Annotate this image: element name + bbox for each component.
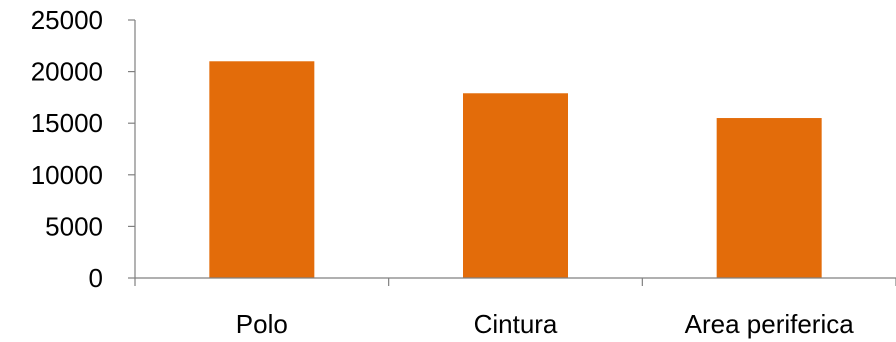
x-tick-label: Area periferica [685, 309, 855, 339]
x-axis-labels: Polo Cintura Area periferica [134, 278, 896, 339]
y-tick-label: 20000 [31, 57, 103, 87]
y-tick-label: 15000 [31, 108, 103, 138]
bar-cintura [463, 93, 568, 278]
x-tick-label: Cintura [474, 309, 558, 339]
bar-polo [209, 61, 315, 278]
bar-area-periferica [716, 118, 822, 278]
bars [209, 61, 822, 278]
y-tick-label: 0 [89, 263, 103, 293]
y-tick-label: 25000 [31, 5, 103, 35]
y-tick-label: 10000 [31, 160, 103, 190]
y-axis-ticks: 0 5000 10000 15000 20000 25000 [31, 5, 135, 293]
x-tick-label: Polo [236, 309, 288, 339]
y-tick-label: 5000 [45, 211, 103, 241]
